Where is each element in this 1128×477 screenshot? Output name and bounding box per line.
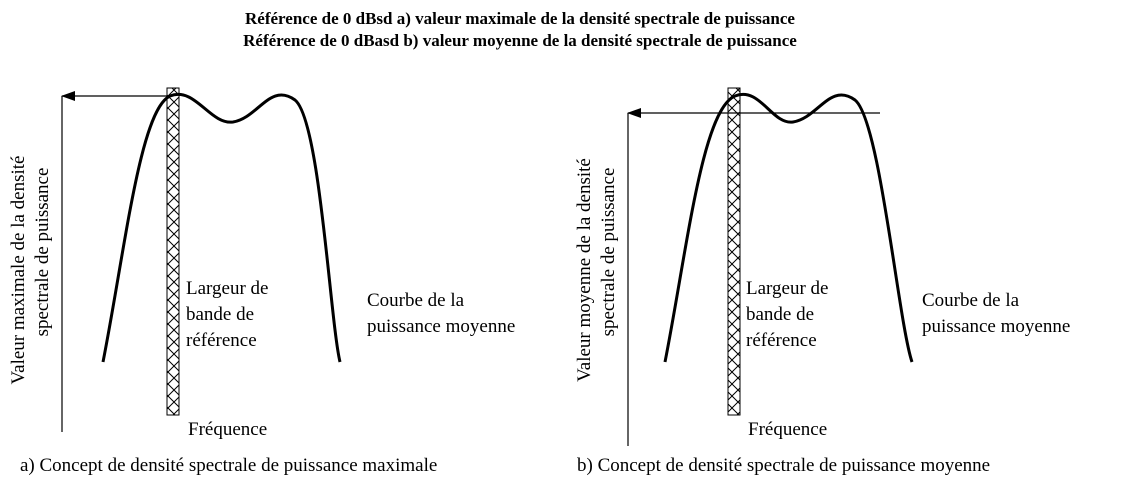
caption: a) Concept de densité spectrale de puiss… (20, 455, 437, 476)
band-label: bande de (186, 304, 254, 325)
x-label: Fréquence (188, 419, 267, 440)
curve-label: puissance moyenne (922, 316, 1070, 337)
curve-label: puissance moyenne (367, 316, 515, 337)
power-curve (663, 92, 914, 363)
curve-label: Courbe de la (922, 290, 1020, 311)
panel-a: Valeur maximale de la densité spectrale … (8, 87, 515, 476)
band-label: bande de (746, 304, 814, 325)
reference-band (727, 87, 741, 416)
band-label: référence (746, 330, 817, 351)
y-label: Valeur moyenne de la densité (574, 158, 595, 382)
curve-label: Courbe de la (367, 290, 465, 311)
band-label: Largeur de (186, 278, 268, 299)
y-label: spectrale de puissance (32, 168, 53, 337)
y-label: spectrale de puissance (598, 168, 619, 337)
reference-band (166, 87, 180, 416)
title-line: Référence de 0 dBsd a) valeur maximale d… (245, 9, 795, 28)
band-label: Largeur de (746, 278, 828, 299)
title-line: Référence de 0 dBasd b) valeur moyenne d… (243, 31, 797, 50)
panel-b: Valeur moyenne de la densité spectrale d… (574, 87, 1070, 476)
x-label: Fréquence (748, 419, 827, 440)
y-label: Valeur maximale de la densité (8, 156, 29, 385)
band-label: référence (186, 330, 257, 351)
caption: b) Concept de densité spectrale de puiss… (577, 455, 990, 476)
power-curve (101, 92, 342, 363)
